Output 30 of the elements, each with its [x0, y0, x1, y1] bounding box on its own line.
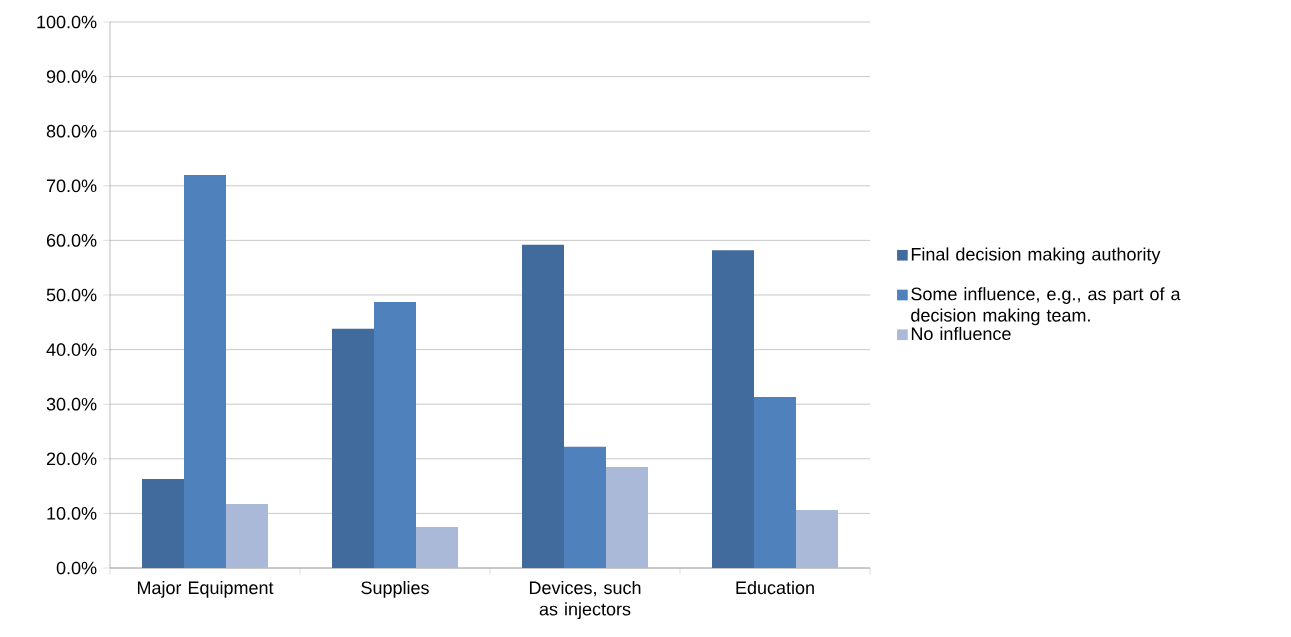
bar: [226, 504, 269, 568]
x-tick-label: Education: [736, 580, 814, 595]
legend-label: Some influence, e.g., as part of a decision making team.: [911, 287, 1181, 326]
bar: [796, 510, 839, 568]
y-tick-label: 40.0%: [46, 343, 97, 356]
bar: [606, 466, 649, 568]
bar: [416, 527, 459, 568]
y-tick-label: 80.0%: [46, 124, 97, 138]
x-tick-label: Supplies: [361, 580, 429, 598]
legend-label: No influence: [911, 326, 1011, 341]
bar: [142, 479, 185, 568]
y-tick-label: 50.0%: [46, 288, 97, 302]
y-tick-label: 90.0%: [46, 70, 97, 83]
y-tick-label: 100.0%: [37, 15, 97, 29]
x-tick-label: Major Equipment: [137, 580, 274, 598]
y-tick-label: 30.0%: [46, 397, 97, 411]
legend-label: Final decision making authority: [911, 247, 1161, 265]
x-tick-label: Devices, such as injectors: [529, 580, 641, 620]
bar: [374, 302, 417, 568]
bar: [754, 397, 797, 568]
y-tick-label: 0.0%: [56, 561, 97, 575]
y-tick-label: 70.0%: [46, 179, 97, 193]
bar: [184, 174, 227, 568]
bar: [564, 446, 607, 568]
bar: [522, 244, 565, 568]
y-tick-label: 60.0%: [46, 234, 97, 247]
y-tick-label: 20.0%: [46, 452, 97, 466]
y-tick-label: 10.0%: [47, 507, 97, 520]
bar: [332, 328, 375, 568]
bar: [712, 250, 755, 568]
